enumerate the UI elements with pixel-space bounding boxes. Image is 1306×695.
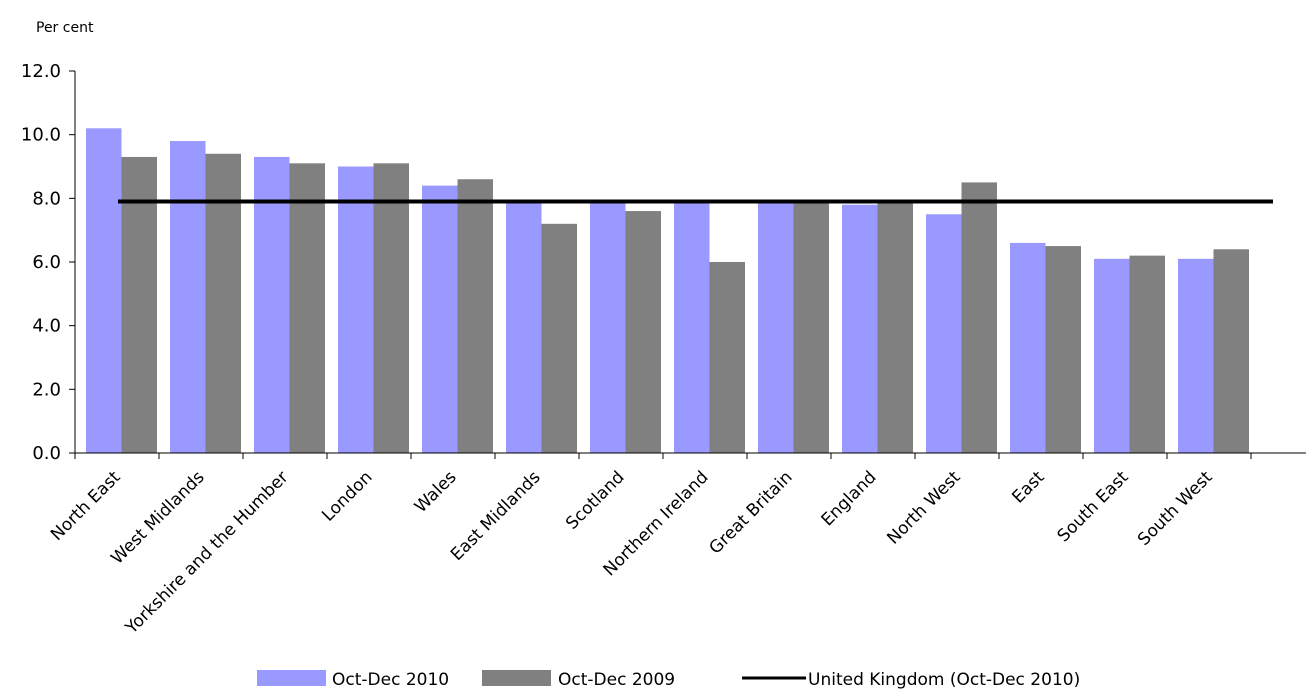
category-label: East Midlands	[447, 467, 545, 565]
legend-label-uk: United Kingdom (Oct-Dec 2010)	[808, 670, 1080, 690]
category-label: East	[1008, 467, 1048, 507]
y-tick-label: 8.0	[32, 188, 61, 209]
bar-oct-dec-2010-0	[86, 128, 122, 454]
bar-oct-dec-2009-9	[877, 201, 913, 453]
bar-oct-dec-2009-11	[1045, 246, 1081, 453]
y-ticks-group: 0.0 2.0 4.0 6.0 8.0 10.0 12.0	[21, 61, 75, 464]
category-label: Yorkshire and the Humber	[121, 467, 292, 638]
y-tick-label: 12.0	[21, 61, 61, 82]
bar-oct-dec-2010-5	[506, 201, 542, 453]
bar-oct-dec-2010-11	[1010, 242, 1046, 453]
bar-oct-dec-2010-4	[422, 185, 458, 453]
category-label: North West	[883, 467, 964, 548]
y-tick-label: 4.0	[32, 316, 61, 337]
bar-oct-dec-2009-8	[793, 201, 829, 453]
category-label: South West	[1134, 467, 1217, 550]
bar-oct-dec-2010-2	[254, 156, 290, 453]
bar-oct-dec-2009-2	[289, 163, 325, 454]
category-label: England	[818, 467, 881, 530]
y-tick-label: 10.0	[21, 125, 61, 146]
category-label: Wales	[411, 467, 461, 517]
bar-oct-dec-2010-1	[170, 141, 206, 454]
category-label: Scotland	[562, 467, 628, 533]
bar-oct-dec-2009-7	[709, 262, 745, 453]
legend-label-oct-dec-2009: Oct-Dec 2009	[558, 670, 675, 690]
bar-oct-dec-2010-9	[842, 204, 878, 453]
y-tick-label: 2.0	[32, 379, 61, 400]
legend-swatch-oct-dec-2009	[482, 670, 551, 686]
legend-label-oct-dec-2010: Oct-Dec 2010	[332, 670, 449, 690]
bar-oct-dec-2009-4	[457, 179, 493, 453]
bar-oct-dec-2009-1	[205, 153, 241, 453]
bar-oct-dec-2009-10	[961, 182, 997, 453]
bar-oct-dec-2009-0	[121, 156, 157, 453]
category-label: Great Britain	[706, 467, 797, 558]
y-tick-label: 0.0	[32, 443, 61, 464]
y-tick-label: 6.0	[32, 252, 61, 273]
bar-oct-dec-2009-13	[1213, 249, 1249, 453]
legend-swatch-oct-dec-2010	[257, 670, 326, 686]
legend: Oct-Dec 2010 Oct-Dec 2009 United Kingdom (…	[257, 670, 1080, 690]
bar-oct-dec-2009-5	[541, 223, 577, 453]
category-label: North East	[47, 467, 125, 545]
y-axis-unit-label: Per cent	[36, 20, 94, 36]
bar-oct-dec-2010-13	[1178, 258, 1214, 453]
bar-oct-dec-2010-12	[1094, 258, 1130, 453]
category-label: South East	[1054, 467, 1133, 546]
bar-oct-dec-2010-8	[758, 201, 794, 453]
bar-oct-dec-2010-3	[338, 166, 374, 453]
bar-oct-dec-2010-6	[590, 201, 626, 453]
bar-oct-dec-2010-7	[674, 201, 710, 453]
bar-oct-dec-2009-3	[373, 163, 409, 454]
bar-oct-dec-2009-12	[1129, 255, 1165, 453]
bar-oct-dec-2009-6	[625, 211, 661, 453]
bars-group	[86, 128, 1249, 454]
category-label: London	[318, 467, 376, 525]
bar-oct-dec-2010-10	[926, 214, 962, 453]
